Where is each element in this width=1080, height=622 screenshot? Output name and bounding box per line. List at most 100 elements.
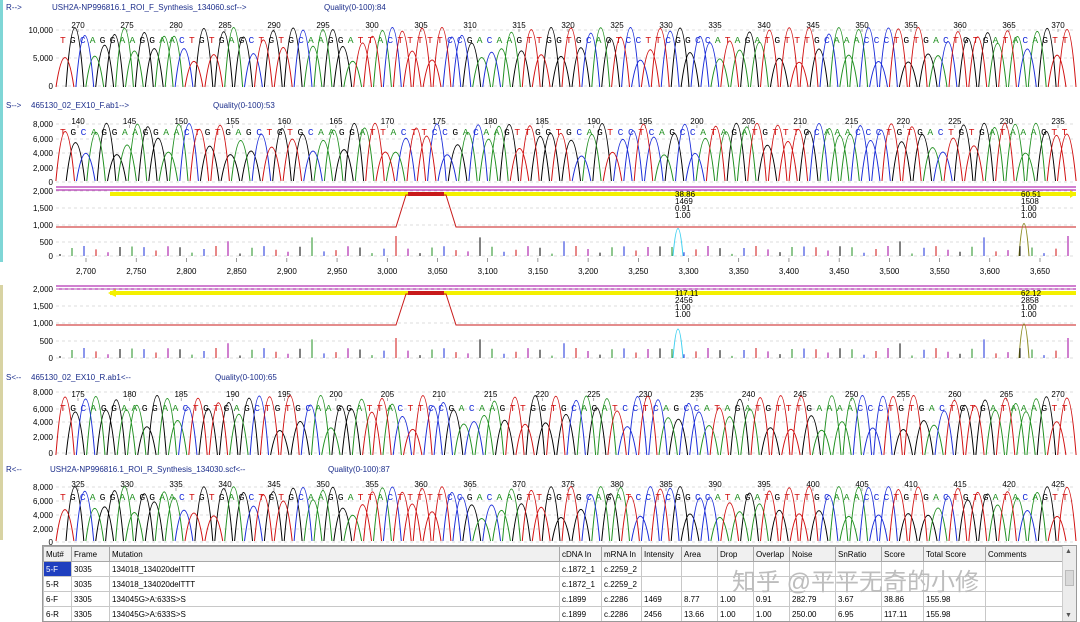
table-cell: [985, 576, 1064, 592]
column-header[interactable]: Comments: [985, 546, 1064, 562]
column-header[interactable]: Area: [681, 546, 718, 562]
base-call: T: [714, 403, 720, 414]
scroll-down-icon[interactable]: ▼: [1065, 612, 1072, 619]
base-call: T: [1000, 127, 1006, 138]
base-call: A: [497, 492, 503, 503]
column-header[interactable]: Total Score: [923, 546, 986, 562]
base-call: A: [1011, 403, 1017, 414]
base-call: C: [487, 492, 493, 503]
mutation-score-label: 1.00: [675, 303, 691, 312]
base-call: T: [969, 127, 975, 138]
column-header[interactable]: Intensity: [641, 546, 682, 562]
base-call: G: [219, 492, 225, 503]
base-call: T: [380, 127, 386, 138]
position-label: 270: [1051, 390, 1065, 399]
base-call: C: [626, 35, 632, 46]
mutation-score-label: 2456: [675, 296, 693, 305]
base-call: G: [224, 403, 230, 414]
column-header[interactable]: Drop: [717, 546, 754, 562]
base-call: G: [452, 127, 458, 138]
column-header[interactable]: Overlap: [753, 546, 790, 562]
column-header[interactable]: mRNA In: [601, 546, 642, 562]
base-call: G: [963, 492, 969, 503]
table-cell: 134018_134020delTTT: [109, 561, 560, 577]
x-tick-label: 2,800: [176, 267, 197, 276]
base-call: C: [254, 403, 260, 414]
base-call: T: [725, 35, 731, 46]
position-label: 265: [1000, 390, 1014, 399]
column-header[interactable]: SnRatio: [835, 546, 882, 562]
base-call: A: [827, 403, 833, 414]
base-call: G: [814, 35, 820, 46]
position-label: 315: [512, 21, 526, 30]
table-scrollbar[interactable]: ▲ ▼: [1062, 546, 1076, 621]
base-call: G: [673, 403, 679, 414]
column-header[interactable]: Score: [881, 546, 924, 562]
base-call: T: [520, 403, 526, 414]
mutation-peak: [672, 328, 684, 359]
scroll-thumb[interactable]: [1065, 570, 1074, 586]
position-label: 220: [897, 117, 911, 126]
table-cell: c.1872_1: [559, 561, 602, 577]
base-call: A: [174, 127, 180, 138]
x-tick-label: 3,450: [829, 267, 850, 276]
base-call: C: [308, 127, 314, 138]
trace-name: 465130_02_EX10_F.ab1-->: [31, 101, 130, 110]
table-row[interactable]: 6-F 3305 134045G>A:633S>S c.1899 c.2286 1469 8…: [43, 591, 1064, 607]
mutation-score-label: 1.00: [675, 310, 691, 319]
position-label: 210: [793, 117, 807, 126]
table-cell: 3305: [71, 606, 110, 621]
y-tick-label: 8,000: [33, 388, 54, 397]
column-header[interactable]: Noise: [789, 546, 836, 562]
base-call: A: [387, 403, 393, 414]
y-tick-label: 1,500: [33, 302, 54, 311]
base-call: C: [645, 492, 651, 503]
base-call: T: [1052, 492, 1058, 503]
position-label: 310: [463, 21, 477, 30]
base-call: C: [635, 35, 641, 46]
base-call: G: [896, 127, 902, 138]
base-call: T: [973, 35, 979, 46]
base-call: A: [506, 35, 512, 46]
base-call: T: [566, 492, 572, 503]
position-label: 340: [757, 21, 771, 30]
position-label: 375: [561, 480, 575, 489]
base-call: G: [199, 35, 205, 46]
base-call: A: [162, 403, 168, 414]
column-header[interactable]: Mut#: [43, 546, 72, 562]
base-call: C: [649, 127, 655, 138]
table-cell: 2456: [641, 606, 682, 621]
table-row[interactable]: 6-R 3305 134045G>A:633S>S c.1899 c.2286 2456 1…: [43, 606, 1064, 621]
position-label: 195: [278, 390, 292, 399]
base-call: G: [149, 35, 155, 46]
base-call: A: [581, 403, 587, 414]
scroll-up-icon[interactable]: ▲: [1065, 548, 1072, 555]
base-call: G: [546, 35, 552, 46]
base-call: A: [318, 492, 324, 503]
column-header[interactable]: Mutation: [109, 546, 560, 562]
base-call: A: [844, 492, 850, 503]
base-call: G: [225, 127, 231, 138]
base-call: T: [189, 35, 195, 46]
table-row[interactable]: 5-F 3035 134018_134020delTTT c.1872_1 c.2259…: [43, 561, 1064, 577]
base-call: A: [169, 492, 175, 503]
base-call: C: [249, 35, 255, 46]
base-call: G: [566, 127, 572, 138]
base-call: C: [80, 35, 86, 46]
table-cell: 8.77: [681, 591, 718, 607]
traces-canvas[interactable]: 10,000 5,000 0 270 275 280 285 290 295 300 305 310 3…: [0, 0, 1080, 545]
base-call: A: [616, 492, 622, 503]
base-call: C: [705, 492, 711, 503]
trace-name: USH2A-NP996816.1_ROI_F_Synthesis_134060.…: [52, 3, 247, 12]
base-call: C: [80, 403, 86, 414]
column-header[interactable]: Frame: [71, 546, 110, 562]
base-call: G: [917, 127, 923, 138]
trace-name: 465130_02_EX10_R.ab1<--: [31, 373, 131, 382]
table-cell: 6.95: [835, 606, 882, 621]
position-label: 330: [120, 480, 134, 489]
base-call: T: [711, 127, 717, 138]
base-call: T: [1051, 127, 1057, 138]
base-call: C: [397, 403, 403, 414]
column-header[interactable]: cDNA In: [559, 546, 602, 562]
base-call: G: [530, 403, 536, 414]
